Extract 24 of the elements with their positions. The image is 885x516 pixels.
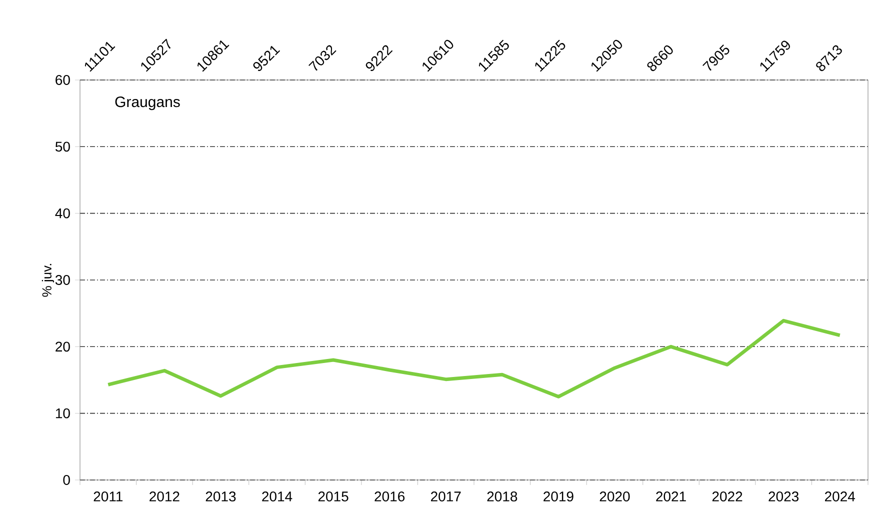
text: Graugans	[115, 96, 180, 110]
x-tick-label: 2024	[824, 492, 856, 502]
x-tick-label: 2018	[487, 492, 518, 502]
x-tick-label: 2023	[768, 492, 799, 502]
y-tick-label: 60	[56, 75, 70, 85]
x-tick-label: 2012	[150, 492, 180, 502]
x-tick-label: 2022	[712, 492, 742, 502]
x-tick-label: 2020	[600, 492, 630, 502]
x-tick-label: 2019	[544, 492, 574, 502]
line-series	[106, 318, 842, 398]
x-tick-label: 2011	[94, 492, 123, 502]
y-tick-label: 0	[63, 475, 70, 485]
y-tick-label: 40	[55, 208, 70, 218]
y-tick-label: 20	[56, 342, 70, 352]
y-tick-label: 10	[56, 408, 70, 418]
y-axis-title: % juv.	[42, 264, 54, 297]
x-tick-label: 2017	[431, 492, 461, 502]
x-tick-label: 2014	[262, 492, 292, 502]
x-tick-label: 2021	[656, 492, 686, 502]
y-tick-label: 30	[55, 275, 70, 285]
x-tick-label: 2013	[206, 492, 236, 502]
x-tick-label: 2015	[318, 492, 348, 502]
x-tick-label: 2016	[374, 492, 405, 502]
y-tick-label: 50	[55, 142, 70, 152]
